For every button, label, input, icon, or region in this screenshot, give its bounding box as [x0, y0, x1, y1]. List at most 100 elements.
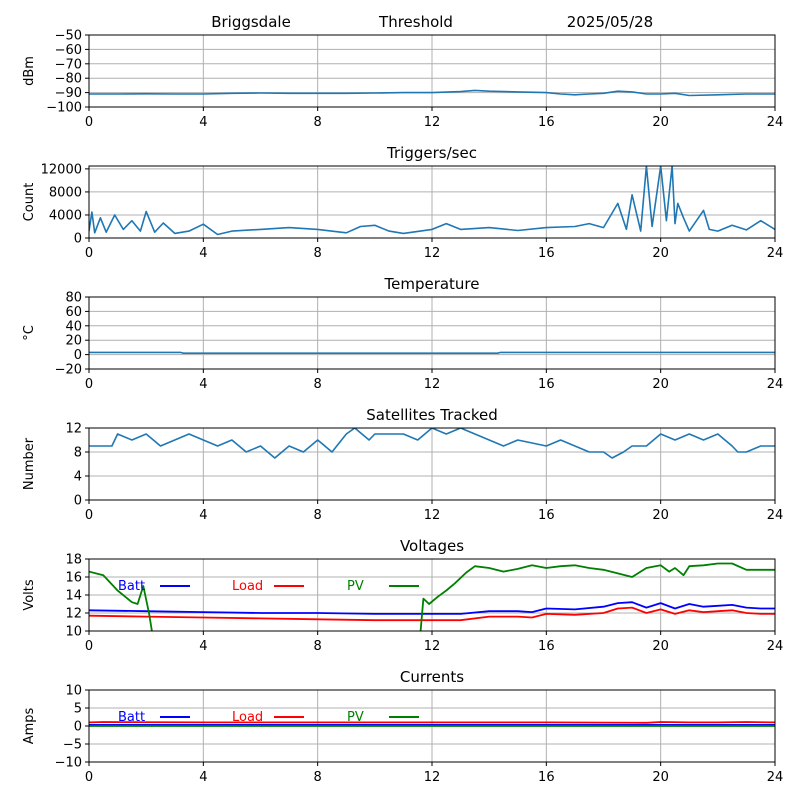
x-tick-label: 12 [424, 246, 441, 261]
plot-frame [88, 296, 776, 370]
chart-panel-4: 0 4 8 12 16 20 24 18 16 14 12 10 Voltages Volts Batt Lo… [22, 537, 783, 654]
y-tick-label: 10 [65, 684, 82, 699]
legend-label-load: Load [232, 710, 263, 725]
y-axis-label: Number [22, 437, 37, 490]
y-tick-label: −5 [63, 738, 82, 753]
x-tick-label: 24 [767, 246, 784, 261]
header-site: Briggsdale [211, 13, 291, 31]
x-tick-label: 8 [314, 377, 322, 392]
header-date: 2025/05/28 [567, 13, 653, 31]
series-group [89, 89, 775, 97]
chart-title: Triggers/sec [386, 144, 477, 162]
x-tick-label: 0 [85, 115, 93, 130]
x-tick-label: 8 [314, 639, 322, 654]
legend-label-batt: Batt [118, 710, 145, 725]
y-tick-label: 8000 [49, 185, 82, 200]
x-tick-label: 4 [199, 639, 207, 654]
x-tick-label: 16 [538, 639, 555, 654]
legend-label-pv: PV [347, 710, 364, 725]
plot-frame [88, 165, 776, 239]
legend-label-batt: Batt [118, 579, 145, 594]
y-tick-label: 10 [65, 625, 82, 640]
x-tick-label: 24 [767, 770, 784, 785]
x-tick-label: 16 [538, 377, 555, 392]
chart-panel-1: 0 4 8 12 16 20 24 0 4000 8000 12000 Triggers/sec Cou… [22, 144, 783, 261]
x-tick-label: 12 [424, 770, 441, 785]
y-tick-label: 20 [65, 334, 82, 349]
series-group [89, 428, 775, 459]
x-tick-label: 0 [85, 639, 93, 654]
x-tick-label: 24 [767, 377, 784, 392]
x-tick-label: 0 [85, 377, 93, 392]
y-tick-label: 8 [74, 446, 82, 461]
x-tick-label: 12 [424, 115, 441, 130]
plot-frame [88, 689, 776, 763]
y-tick-label: −90 [55, 86, 82, 101]
chart-title: Satellites Tracked [366, 406, 497, 424]
y-tick-label: 4 [74, 470, 82, 485]
x-tick-label: 12 [424, 508, 441, 523]
series-group [89, 166, 775, 236]
series-line-pv [89, 562, 775, 631]
y-tick-label: 12000 [41, 162, 82, 177]
y-tick-label: 0 [74, 348, 82, 363]
x-tick-label: 16 [538, 770, 555, 785]
y-tick-label: −10 [55, 756, 82, 771]
header-mode: Threshold [378, 13, 453, 31]
y-axis-label: Amps [22, 707, 37, 744]
y-tick-label: 16 [65, 571, 82, 586]
x-tick-label: 16 [538, 508, 555, 523]
y-axis-label: dBm [22, 56, 37, 86]
x-tick-label: 20 [652, 770, 669, 785]
legend-label-pv: PV [347, 579, 364, 594]
x-tick-label: 24 [767, 115, 784, 130]
y-tick-label: 0 [74, 720, 82, 735]
series-line-0 [89, 89, 775, 97]
x-tick-label: 12 [424, 377, 441, 392]
legend-label-load: Load [232, 579, 263, 594]
y-tick-label: −80 [55, 72, 82, 87]
chart-panel-5: 0 4 8 12 16 20 24 10 5 0 −5 −10 Currents Amps Batt Load… [22, 668, 783, 785]
x-tick-label: 4 [199, 246, 207, 261]
chart-title: Currents [400, 668, 464, 686]
x-tick-label: 24 [767, 639, 784, 654]
chart-panel-3: 0 4 8 12 16 20 24 12 8 4 0 Satellites Tracked Number [22, 406, 783, 523]
y-axis-label: Volts [22, 579, 37, 611]
x-tick-label: 20 [652, 377, 669, 392]
y-tick-label: 5 [74, 702, 82, 717]
x-tick-label: 20 [652, 639, 669, 654]
x-tick-label: 4 [199, 508, 207, 523]
y-tick-label: 80 [65, 291, 82, 306]
y-tick-label: −70 [55, 57, 82, 72]
y-tick-label: 12 [65, 607, 82, 622]
y-tick-label: 12 [65, 422, 82, 437]
x-tick-label: 16 [538, 246, 555, 261]
x-tick-label: 4 [199, 770, 207, 785]
x-tick-label: 0 [85, 246, 93, 261]
series-line-0 [89, 428, 775, 459]
x-tick-label: 4 [199, 377, 207, 392]
x-tick-label: 12 [424, 639, 441, 654]
series-line-0 [89, 351, 775, 354]
x-tick-label: 8 [314, 508, 322, 523]
x-tick-label: 0 [85, 508, 93, 523]
x-tick-label: 24 [767, 508, 784, 523]
y-tick-label: −100 [46, 101, 82, 116]
x-tick-label: 20 [652, 508, 669, 523]
y-tick-label: 14 [65, 589, 82, 604]
figure-header: Briggsdale Threshold 2025/05/28 [211, 13, 653, 31]
series-line-0 [89, 166, 775, 236]
x-tick-label: 16 [538, 115, 555, 130]
x-tick-label: 20 [652, 246, 669, 261]
plot-frame [88, 34, 776, 108]
series-group [89, 721, 775, 727]
y-tick-label: −50 [55, 29, 82, 44]
series-line-load [89, 721, 775, 724]
x-tick-label: 8 [314, 770, 322, 785]
y-axis-label: Count [22, 183, 37, 222]
y-tick-label: −60 [55, 43, 82, 58]
y-tick-label: 40 [65, 319, 82, 334]
